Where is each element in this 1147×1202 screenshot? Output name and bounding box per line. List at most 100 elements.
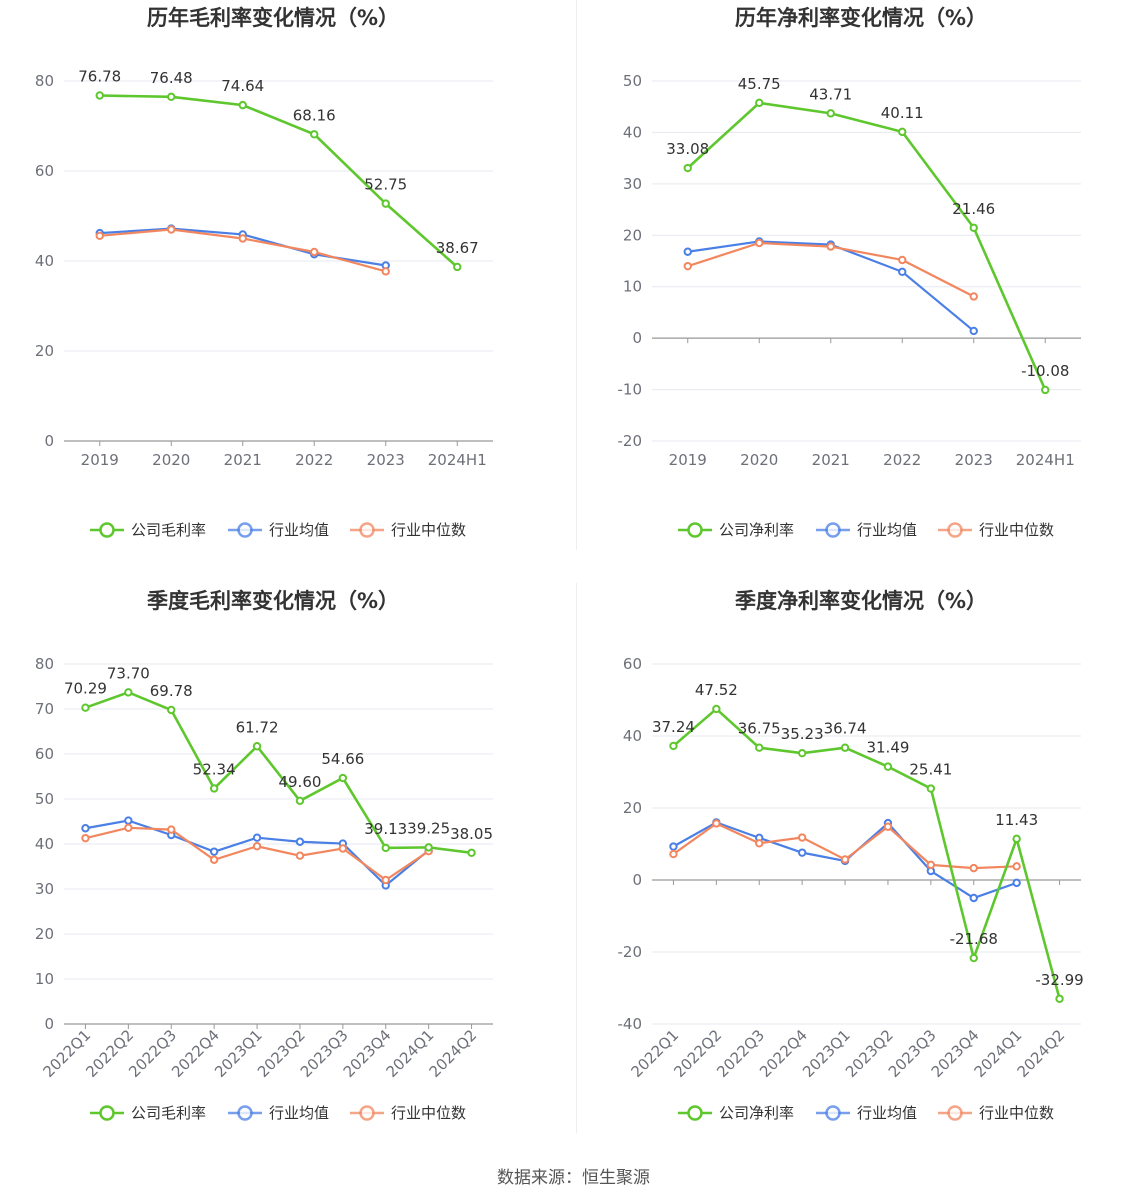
legend-item-company: 公司毛利率	[90, 1104, 206, 1122]
y-tick-label: -10	[618, 381, 643, 399]
data-label: 73.70	[107, 664, 150, 682]
x-tick-label: 2024H1	[428, 451, 487, 469]
legend-item-avg: 行业均值	[228, 521, 329, 539]
data-point-company	[381, 199, 390, 208]
y-tick-label: 20	[35, 925, 54, 943]
data-label: 11.43	[995, 811, 1038, 829]
chart-title: 历年净利率变化情况（%）	[735, 6, 987, 30]
data-label: 36.75	[738, 720, 781, 738]
data-point-company	[683, 163, 692, 173]
data-point-company	[883, 762, 893, 771]
data-point-median	[712, 819, 721, 828]
data-point-company	[898, 127, 907, 137]
data-label: 45.75	[738, 75, 781, 93]
data-label: 70.29	[64, 680, 107, 698]
data-point-median	[167, 225, 176, 234]
data-label: 76.48	[150, 69, 193, 87]
y-tick-label: 0	[44, 1015, 54, 1033]
data-point-median	[124, 823, 133, 833]
data-label: 40.11	[881, 104, 924, 122]
y-tick-label: 40	[623, 727, 642, 745]
data-point-company	[755, 743, 764, 752]
circle-line-icon	[947, 1105, 963, 1121]
series-line-company	[672, 707, 1061, 1000]
series-line-company	[686, 101, 1047, 391]
data-point-avg	[124, 816, 133, 825]
data-label: 52.34	[193, 760, 236, 778]
legend-label: 公司净利率	[719, 521, 794, 539]
y-tick-label: 40	[623, 123, 642, 141]
y-tick-label: 80	[35, 655, 54, 673]
legend-item-company: 公司净利率	[678, 521, 794, 539]
data-label: 25.41	[909, 761, 952, 779]
legend-label: 公司净利率	[719, 1104, 794, 1122]
data-point-median	[826, 242, 835, 251]
data-point-avg	[1012, 878, 1021, 888]
circle-line-icon	[359, 522, 375, 538]
data-point-company	[167, 92, 176, 102]
data-point-median	[755, 238, 764, 248]
data-label: 52.75	[364, 176, 407, 194]
y-tick-label: -20	[618, 432, 643, 450]
vertical-divider-top	[576, 0, 577, 550]
data-point-median	[797, 833, 807, 842]
x-tick-label: 2020	[152, 451, 190, 469]
x-tick-label: 2022	[883, 451, 921, 469]
data-point-company	[424, 843, 433, 852]
chart-title: 历年毛利率变化情况（%）	[147, 6, 399, 30]
data-point-company	[124, 688, 133, 697]
data-point-avg	[969, 893, 978, 903]
data-point-company	[969, 953, 978, 963]
x-tick-label: 2024Q2	[426, 1026, 481, 1081]
data-point-avg	[898, 267, 907, 276]
data-point-company	[310, 130, 319, 139]
y-tick-label: 10	[623, 278, 642, 296]
annual-gross-margin-chart: 历年毛利率变化情况（%） 0 20 40 60 80 2019 2020 2021 2022 202…	[0, 0, 560, 560]
data-point-avg	[683, 247, 692, 256]
y-tick-label: 40	[35, 252, 54, 270]
data-label: 74.64	[221, 77, 264, 95]
y-tick-label: 30	[623, 175, 642, 193]
data-label: 61.72	[236, 718, 279, 736]
data-point-avg	[252, 833, 262, 842]
data-point-median	[310, 247, 319, 257]
legend-label: 行业均值	[269, 1104, 329, 1122]
y-tick-label: 50	[623, 72, 642, 90]
y-tick-label: 60	[35, 745, 54, 763]
circle-line-icon	[947, 522, 963, 538]
data-label: 33.08	[666, 140, 709, 158]
y-tick-label: 0	[632, 329, 642, 347]
data-label: 76.78	[78, 67, 121, 85]
x-tick-label: 2019	[669, 451, 707, 469]
y-tick-label: -40	[618, 1015, 643, 1033]
legend-item-company: 公司净利率	[678, 1104, 794, 1122]
x-tick-label: 2023	[955, 451, 993, 469]
data-point-median	[969, 863, 978, 873]
data-point-company	[797, 748, 807, 758]
data-label: 35.23	[781, 725, 824, 743]
legend-label: 公司毛利率	[131, 521, 206, 539]
data-point-median	[95, 231, 104, 241]
data-point-median	[209, 855, 219, 864]
legend-label: 公司毛利率	[131, 1104, 206, 1122]
data-point-avg	[295, 837, 305, 846]
data-point-company	[81, 703, 90, 712]
series-line-company	[85, 690, 472, 855]
data-label: 47.52	[695, 681, 738, 699]
legend-label: 行业中位数	[979, 521, 1054, 539]
data-point-company	[381, 843, 390, 853]
circle-line-icon	[99, 522, 115, 538]
data-label: -10.08	[1021, 362, 1069, 380]
circle-line-icon	[687, 522, 703, 538]
data-point-company	[453, 262, 462, 272]
legend-label: 行业均值	[269, 521, 329, 539]
data-point-company	[167, 705, 176, 715]
legend-item-avg: 行业均值	[816, 1104, 917, 1122]
data-point-median	[167, 825, 176, 834]
x-tick-label: 2020	[740, 451, 778, 469]
data-label: -32.99	[1035, 971, 1083, 989]
data-label: 39.25	[407, 819, 450, 837]
legend-label: 行业均值	[857, 1104, 917, 1122]
data-point-company	[95, 91, 104, 100]
legend-item-median: 行业中位数	[350, 521, 466, 539]
